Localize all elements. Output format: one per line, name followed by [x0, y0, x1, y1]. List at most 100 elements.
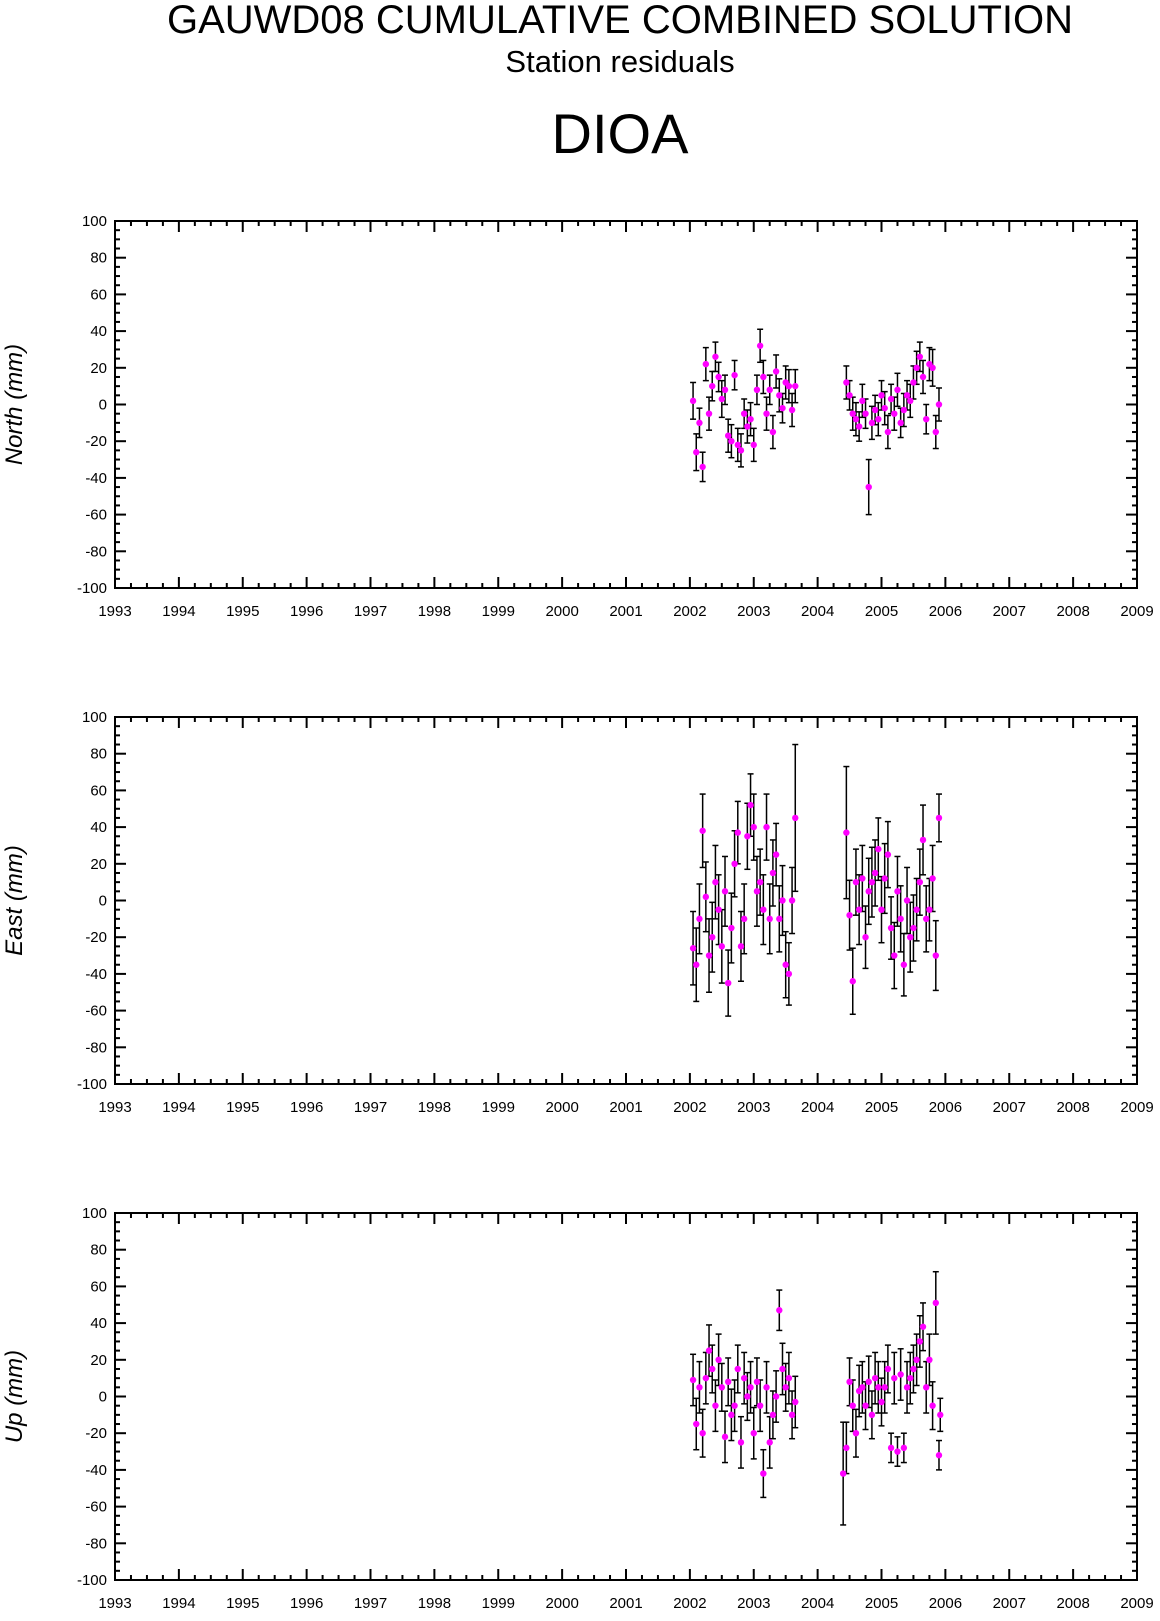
- up-data-point: [868, 1411, 876, 1419]
- east-data-point: [737, 943, 745, 950]
- north-data-point: [715, 373, 722, 381]
- up-x-tick-label: 2008: [1056, 1595, 1089, 1612]
- east-x-tick-label: 2005: [865, 1099, 898, 1116]
- east-x-tick-label: 2000: [545, 1099, 578, 1116]
- up-y-tick-label: -80: [85, 1535, 107, 1552]
- east-data-point: [705, 952, 713, 959]
- up-data-point: [852, 1430, 860, 1437]
- east-data-point: [734, 829, 741, 836]
- up-data-point: [699, 1430, 706, 1437]
- east-y-tick-label: -40: [85, 966, 107, 983]
- up-x-tick-label: 1994: [162, 1595, 195, 1612]
- north-data-point: [859, 397, 866, 405]
- east-residuals-panel: 1993 1994 1995 1996 1997 1998 1999 2000 2001 2002…: [1, 709, 1154, 1116]
- up-data-point: [702, 1374, 710, 1382]
- east-data-point: [913, 906, 920, 913]
- north-data-point: [721, 386, 729, 394]
- east-data-point: [887, 924, 895, 932]
- east-data-point: [868, 878, 876, 886]
- up-y-tick-label: -20: [85, 1425, 107, 1442]
- east-data-point: [779, 897, 786, 904]
- up-data-point: [894, 1448, 901, 1455]
- up-data-point: [696, 1384, 703, 1391]
- north-data-point: [699, 463, 706, 471]
- up-data-point: [846, 1378, 853, 1386]
- east-data-point: [776, 915, 783, 923]
- up-data-point: [937, 1411, 944, 1419]
- north-data-point: [725, 432, 732, 439]
- up-data-point: [926, 1356, 933, 1364]
- east-data-point: [747, 801, 754, 809]
- east-y-tick-label: 100: [82, 709, 107, 726]
- east-data-point: [689, 945, 697, 952]
- east-data-point: [744, 833, 751, 840]
- east-data-point: [721, 888, 729, 895]
- up-data-point: [903, 1384, 911, 1391]
- east-data-point: [862, 934, 869, 941]
- east-data-point: [760, 906, 767, 913]
- east-data-point: [709, 934, 716, 941]
- east-x-tick-label: 2002: [673, 1099, 706, 1116]
- up-x-tick-label: 1999: [482, 1595, 515, 1612]
- up-data-point: [871, 1374, 879, 1382]
- north-data-point: [731, 371, 738, 379]
- north-data-point: [776, 392, 783, 399]
- east-x-tick-label: 1996: [290, 1099, 323, 1116]
- north-data-point: [878, 392, 885, 399]
- up-x-tick-label: 1993: [98, 1595, 131, 1612]
- east-y-tick-label: 20: [90, 856, 107, 873]
- up-x-tick-label: 2007: [993, 1595, 1026, 1612]
- up-x-tick-label: 2009: [1120, 1595, 1153, 1612]
- up-data-point: [839, 1470, 847, 1477]
- up-y-tick-label: 40: [90, 1315, 107, 1332]
- up-data-point: [935, 1452, 943, 1459]
- up-y-tick-label: 80: [90, 1242, 107, 1259]
- up-x-tick-label: 1997: [354, 1595, 387, 1612]
- north-data-point: [760, 373, 767, 381]
- up-x-tick-label: 2002: [673, 1595, 706, 1612]
- up-data-point: [756, 1402, 764, 1409]
- north-data-point: [923, 415, 930, 423]
- up-data-point: [779, 1365, 786, 1373]
- north-data-point: [894, 386, 901, 394]
- up-data-point: [753, 1378, 761, 1386]
- north-data-point: [910, 379, 917, 386]
- up-data-point: [715, 1356, 722, 1364]
- north-x-tick-label: 2007: [993, 603, 1026, 620]
- north-data-point: [881, 404, 888, 412]
- east-data-point: [852, 878, 860, 886]
- north-y-tick-label: 20: [90, 360, 107, 377]
- north-x-tick-label: 2001: [609, 603, 642, 620]
- north-y-axis-title: North (mm): [1, 344, 28, 465]
- east-data-point: [916, 878, 924, 886]
- north-y-tick-label: 60: [90, 286, 107, 303]
- east-data-point: [900, 961, 908, 968]
- up-y-tick-label: 60: [90, 1278, 107, 1295]
- east-data-point: [897, 915, 904, 923]
- east-data-point: [753, 888, 761, 895]
- up-data-point: [929, 1402, 936, 1409]
- up-x-tick-label: 2005: [865, 1595, 898, 1612]
- east-data-point: [926, 906, 933, 913]
- east-data-point: [750, 823, 757, 831]
- north-data-point: [772, 368, 780, 375]
- east-data-point: [740, 915, 748, 923]
- east-x-tick-label: 2004: [801, 1099, 834, 1116]
- east-data-point: [859, 875, 866, 882]
- east-data-point: [696, 915, 703, 923]
- up-y-axis-title: Up (mm): [1, 1350, 28, 1443]
- east-data-point: [875, 845, 882, 853]
- up-y-tick-label: 20: [90, 1352, 107, 1369]
- north-data-point: [852, 415, 860, 423]
- east-data-point: [855, 906, 863, 913]
- up-x-tick-label: 2001: [609, 1595, 642, 1612]
- east-x-tick-label: 2006: [929, 1099, 962, 1116]
- east-data-point: [693, 961, 700, 968]
- north-data-point: [865, 483, 872, 491]
- north-x-tick-label: 2002: [673, 603, 706, 620]
- up-data-point: [725, 1378, 732, 1386]
- north-plot-frame: [114, 220, 1138, 589]
- east-data-point: [769, 869, 777, 877]
- north-data-point: [891, 410, 898, 417]
- east-x-tick-label: 1995: [226, 1099, 259, 1116]
